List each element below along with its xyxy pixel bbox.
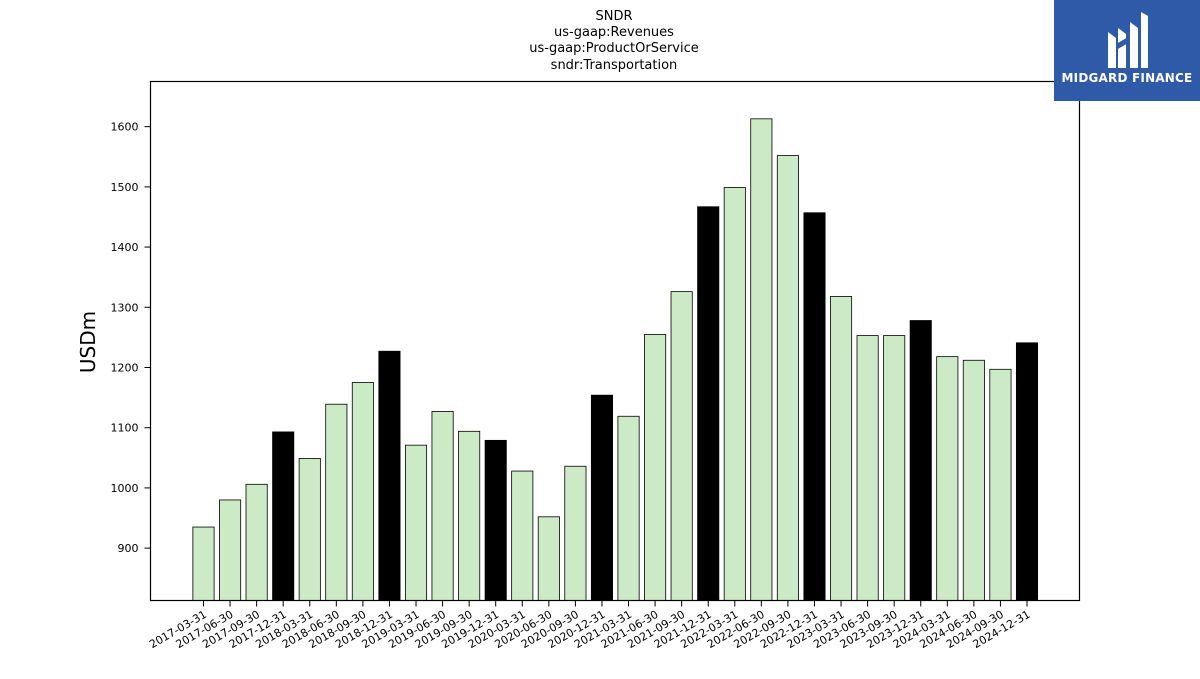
y-tick-label: 1200 [111, 361, 139, 374]
plot-frame [149, 80, 1081, 602]
y-tick-label: 1400 [111, 241, 139, 254]
title-line-4: sndr:Transportation [551, 58, 678, 73]
title-line-3: us-gaap:ProductOrService [529, 41, 699, 56]
bar-2019-03-31 [404, 444, 428, 601]
bar-2020-06-30 [537, 516, 560, 601]
y-tick-label: 1500 [111, 181, 139, 194]
y-tick-label: 1300 [111, 301, 139, 314]
bar-2020-12-31 [590, 394, 613, 601]
bar-2024-06-30 [962, 359, 985, 601]
y-tick-label: 900 [118, 542, 139, 555]
bar-2017-06-30 [219, 499, 242, 601]
y-tick-label: 1100 [111, 422, 139, 435]
bar-2021-03-31 [617, 415, 640, 601]
y-tick-label: 1000 [111, 482, 139, 495]
midgard-finance-logo: MIDGARD FINANCE [1054, 0, 1200, 101]
y-tick-label: 1600 [111, 121, 139, 134]
bar-2019-06-30 [431, 411, 454, 601]
bar-2018-06-30 [325, 403, 348, 601]
title-line-1: SNDR [595, 9, 632, 24]
bar-2019-12-31 [484, 439, 507, 601]
bars-group [192, 118, 1039, 601]
bar-2020-03-31 [511, 470, 534, 601]
bar-2021-12-31 [697, 206, 720, 601]
title-line-2: us-gaap:Revenues [554, 25, 674, 40]
chart-title: SNDR us-gaap:Revenues us-gaap:ProductOrS… [529, 9, 699, 73]
bar-2021-06-30 [644, 333, 667, 601]
bar-2023-09-30 [883, 335, 906, 601]
bar-2024-03-31 [936, 356, 959, 601]
y-axis: 900 1000 1100 1200 1300 1400 1500 1600 [111, 121, 151, 555]
bar-2024-12-31 [1015, 342, 1039, 601]
bar-2018-09-30 [351, 382, 374, 601]
bar-2018-12-31 [378, 350, 401, 601]
bar-2023-06-30 [856, 335, 879, 601]
logo-wordmark: MIDGARD FINANCE [1061, 71, 1193, 85]
bar-2020-09-30 [564, 465, 587, 601]
bar-2023-03-31 [830, 296, 853, 601]
bar-2019-09-30 [458, 430, 481, 601]
bar-2017-03-31 [192, 526, 215, 601]
bar-2022-03-31 [723, 187, 746, 601]
bar-2017-09-30 [245, 483, 268, 601]
midgard-logo-icon [1108, 12, 1148, 68]
bar-2024-09-30 [989, 368, 1012, 601]
bar-2018-03-31 [298, 458, 321, 601]
bar-2023-12-31 [909, 320, 932, 601]
bar-2022-06-30 [750, 118, 773, 601]
bar-2021-09-30 [670, 291, 693, 601]
y-axis-label: USDm [76, 311, 100, 373]
x-axis: 2017-03-312017-06-302017-09-302017-12-31… [147, 600, 1033, 651]
bar-2022-12-31 [803, 212, 826, 601]
bar-2017-12-31 [272, 431, 295, 601]
bar-2022-09-30 [776, 155, 799, 601]
